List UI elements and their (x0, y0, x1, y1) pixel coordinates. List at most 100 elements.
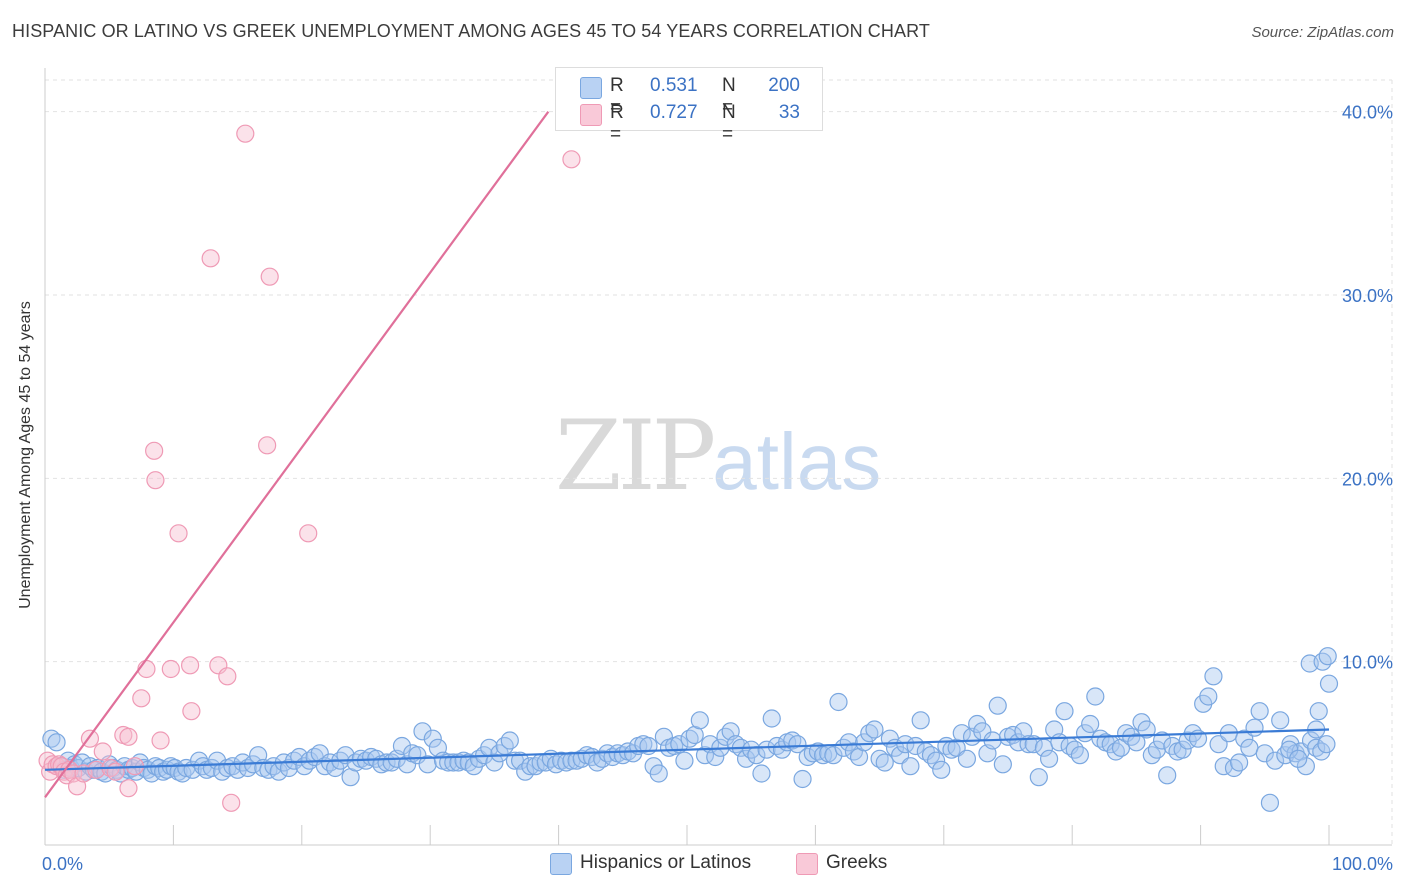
legend-n-label: N = (722, 75, 736, 118)
data-point-hispanic (516, 762, 535, 781)
data-point-hispanic (408, 746, 427, 765)
data-point-hispanic (670, 735, 689, 754)
data-point-hispanic (921, 746, 941, 765)
data-point-hispanic (829, 692, 848, 712)
data-point-greek (299, 524, 318, 543)
data-point-hispanic (1289, 749, 1308, 768)
data-point-hispanic (875, 753, 894, 772)
data-point-greek (236, 124, 255, 143)
data-point-hispanic (500, 731, 519, 750)
data-point-hispanic (1065, 740, 1084, 759)
data-point-hispanic (1224, 758, 1244, 778)
data-point-greek (562, 150, 581, 169)
data-point-greek (146, 471, 165, 490)
trend-lines (44, 111, 1330, 798)
legend-n-value: 33 (778, 102, 800, 123)
legend-r-label: R = (610, 102, 624, 145)
data-point-hispanic (1070, 746, 1090, 765)
trend-line-hispanics (44, 728, 1330, 771)
y-axis-title: Unemployment Among Ages 45 to 54 years (17, 301, 34, 609)
data-point-greek (132, 689, 151, 708)
series-greeks-points (38, 124, 581, 812)
data-point-hispanic (824, 746, 843, 765)
data-point-greek (87, 760, 106, 779)
data-point-greek (169, 524, 188, 543)
source-label: Source: ZipAtlas.com (1251, 24, 1394, 41)
data-point-greek (180, 656, 200, 675)
data-point-hispanic (1309, 702, 1328, 721)
data-point-hispanic (993, 755, 1012, 774)
data-point-hispanic (911, 711, 930, 730)
data-point-hispanic (1319, 674, 1339, 693)
bottom-legend-label: Greeks (826, 852, 888, 873)
bottom-legend-swatch-pink (796, 853, 818, 875)
data-point-hispanic (1260, 793, 1280, 812)
data-point-hispanic (1199, 687, 1218, 706)
data-point-hispanic (1137, 720, 1156, 739)
data-point-hispanic (1271, 711, 1290, 730)
x-tick-label-left: 0.0% (42, 854, 83, 874)
data-point-hispanic (932, 760, 951, 779)
data-point-hispanic (855, 733, 874, 752)
data-point-hispanic (1055, 702, 1074, 721)
data-point-hispanic (485, 753, 504, 772)
data-point-greek (258, 436, 277, 455)
data-point-greek (119, 779, 138, 798)
data-point-greek (151, 731, 170, 750)
data-point-greek (218, 667, 237, 686)
data-point-hispanic (1245, 718, 1264, 737)
data-point-hispanic (413, 722, 432, 741)
data-point-hispanic (1081, 714, 1100, 734)
data-point-hispanic (988, 696, 1007, 715)
data-point-hispanic (1313, 652, 1332, 671)
y-tick-label: 30.0% (1342, 286, 1393, 306)
data-point-hispanic (654, 727, 673, 746)
legend-n-value: 200 (768, 75, 800, 96)
data-point-hispanic (675, 751, 694, 770)
data-point-hispanic (757, 740, 776, 759)
series-hispanics-points (42, 647, 1339, 812)
data-point-hispanic (865, 720, 884, 739)
data-point-hispanic (418, 755, 437, 774)
data-point-hispanic (762, 709, 781, 728)
axes (44, 68, 1392, 846)
data-point-greek (222, 793, 241, 812)
legend-r-value: 0.531 (650, 75, 698, 96)
data-point-hispanic (521, 757, 540, 776)
data-point-hispanic (793, 769, 812, 789)
data-point-hispanic (901, 757, 920, 776)
data-point-hispanic (1173, 740, 1192, 759)
data-point-hispanic (1265, 751, 1285, 770)
data-point-hispanic (1240, 738, 1259, 757)
data-point-hispanic (716, 727, 735, 746)
data-point-hispanic (1029, 768, 1048, 787)
data-point-hispanic (423, 729, 442, 748)
data-point-hispanic (1250, 702, 1269, 721)
data-point-hispanic (736, 749, 756, 768)
watermark: ZIPatlas (555, 400, 881, 512)
data-point-hispanic (649, 764, 668, 783)
data-point-greek (106, 762, 125, 781)
data-point-hispanic (1255, 744, 1274, 763)
data-point-hispanic (47, 733, 66, 752)
data-point-hispanic (1147, 740, 1167, 759)
data-point-greek (161, 659, 180, 679)
tick-labels: 10.0% 20.0% 30.0% 40.0% 0.0% 100.0% (42, 103, 1393, 874)
chart-title: HISPANIC OR LATINO VS GREEK UNEMPLOYMENT… (12, 21, 930, 41)
data-point-hispanic (1318, 647, 1337, 666)
correlation-legend: R = 0.531 N = 200 R = 0.727 N = 33 (555, 67, 823, 145)
data-point-greek (145, 441, 164, 460)
legend-r-value: 0.727 (650, 102, 698, 123)
data-point-hispanic (1152, 731, 1172, 750)
y-tick-label: 40.0% (1342, 103, 1393, 123)
bottom-legend-label: Hispanics or Latinos (580, 852, 752, 873)
data-point-greek (260, 267, 279, 286)
bottom-legend-swatch-blue (550, 853, 572, 875)
data-point-hispanic (1127, 733, 1146, 752)
legend-n-label: N = (722, 102, 736, 145)
data-point-hispanic (1230, 753, 1249, 772)
data-point-hispanic (839, 733, 858, 752)
y-tick-label: 10.0% (1342, 653, 1393, 673)
y-tick-label: 20.0% (1342, 469, 1393, 489)
